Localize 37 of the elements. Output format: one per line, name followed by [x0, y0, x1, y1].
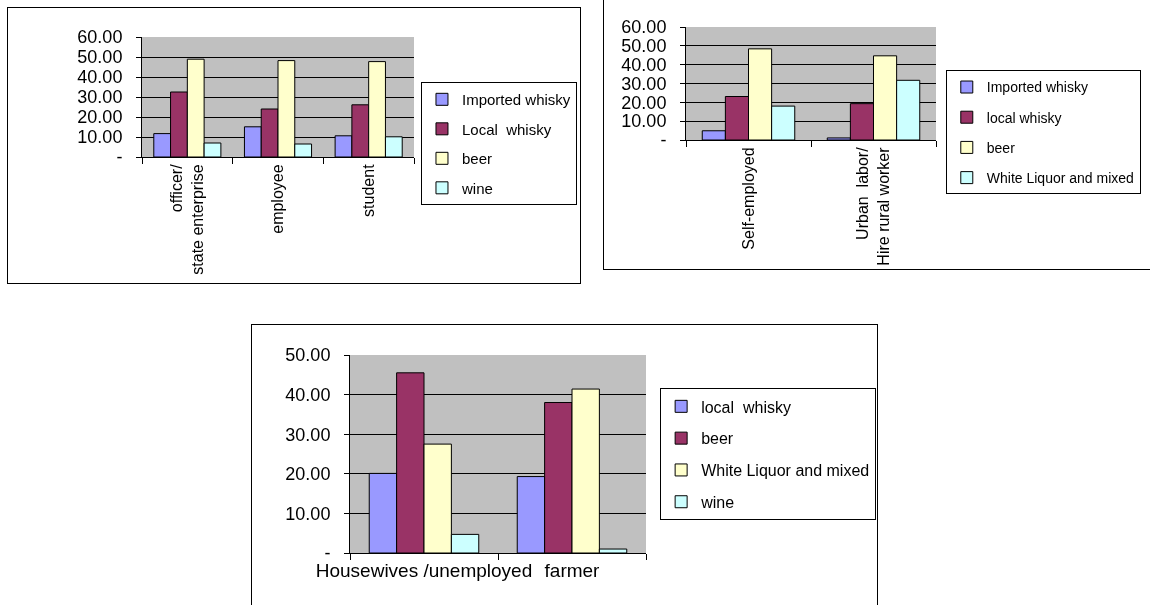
y-tick-label: 60.00 — [77, 27, 123, 48]
legend-label: local whisky — [986, 109, 1062, 126]
y-tick-label: 20.00 — [77, 107, 123, 128]
y-tick-label: 10.00 — [77, 127, 123, 148]
y-tick-label: 30.00 — [77, 87, 123, 108]
y-tick-label: 50.00 — [621, 36, 667, 57]
y-tick-label: 20.00 — [621, 92, 667, 113]
y-tick-label: 10.00 — [285, 503, 331, 524]
y-tick-label: 40.00 — [621, 54, 667, 75]
legend-label: Imported whisky — [986, 79, 1088, 96]
y-tick-label: - — [660, 130, 667, 151]
x-tick-label: employee — [269, 164, 287, 234]
y-tick-label: 50.00 — [77, 47, 123, 68]
x-tick-label: student — [359, 163, 377, 217]
y-tick-label: 40.00 — [77, 67, 123, 88]
y-tick-label: 60.00 — [621, 17, 667, 38]
x-tick-label: Self-employed — [739, 147, 757, 250]
legend-label: beer — [461, 150, 493, 168]
y-tick-label: 50.00 — [285, 345, 331, 366]
legend-label: beer — [701, 430, 734, 448]
y-tick-label: 30.00 — [621, 73, 667, 94]
y-tick-label: 10.00 — [621, 111, 667, 132]
x-tick-label: Urban labor/ Hire rural worker — [854, 146, 893, 266]
legend-label: Local whisky — [461, 120, 552, 138]
y-tick-label: 40.00 — [285, 384, 331, 405]
x-tick-label: officer/ state enterprise — [168, 163, 206, 275]
y-tick-label: 20.00 — [285, 464, 331, 485]
y-tick-label: 30.00 — [285, 424, 331, 445]
legend-label: Imported whisky — [461, 91, 571, 109]
legend-label: wine — [460, 179, 493, 197]
legend-label: beer — [986, 139, 1016, 156]
legend-label: White Liquor and mixed — [986, 170, 1134, 187]
legend-label: wine — [700, 493, 735, 511]
y-tick-label: - — [116, 147, 123, 168]
legend-label: local whisky — [701, 398, 791, 416]
legend-label: White Liquor and mixed — [701, 462, 870, 480]
x-tick-label: farmer — [544, 559, 601, 581]
